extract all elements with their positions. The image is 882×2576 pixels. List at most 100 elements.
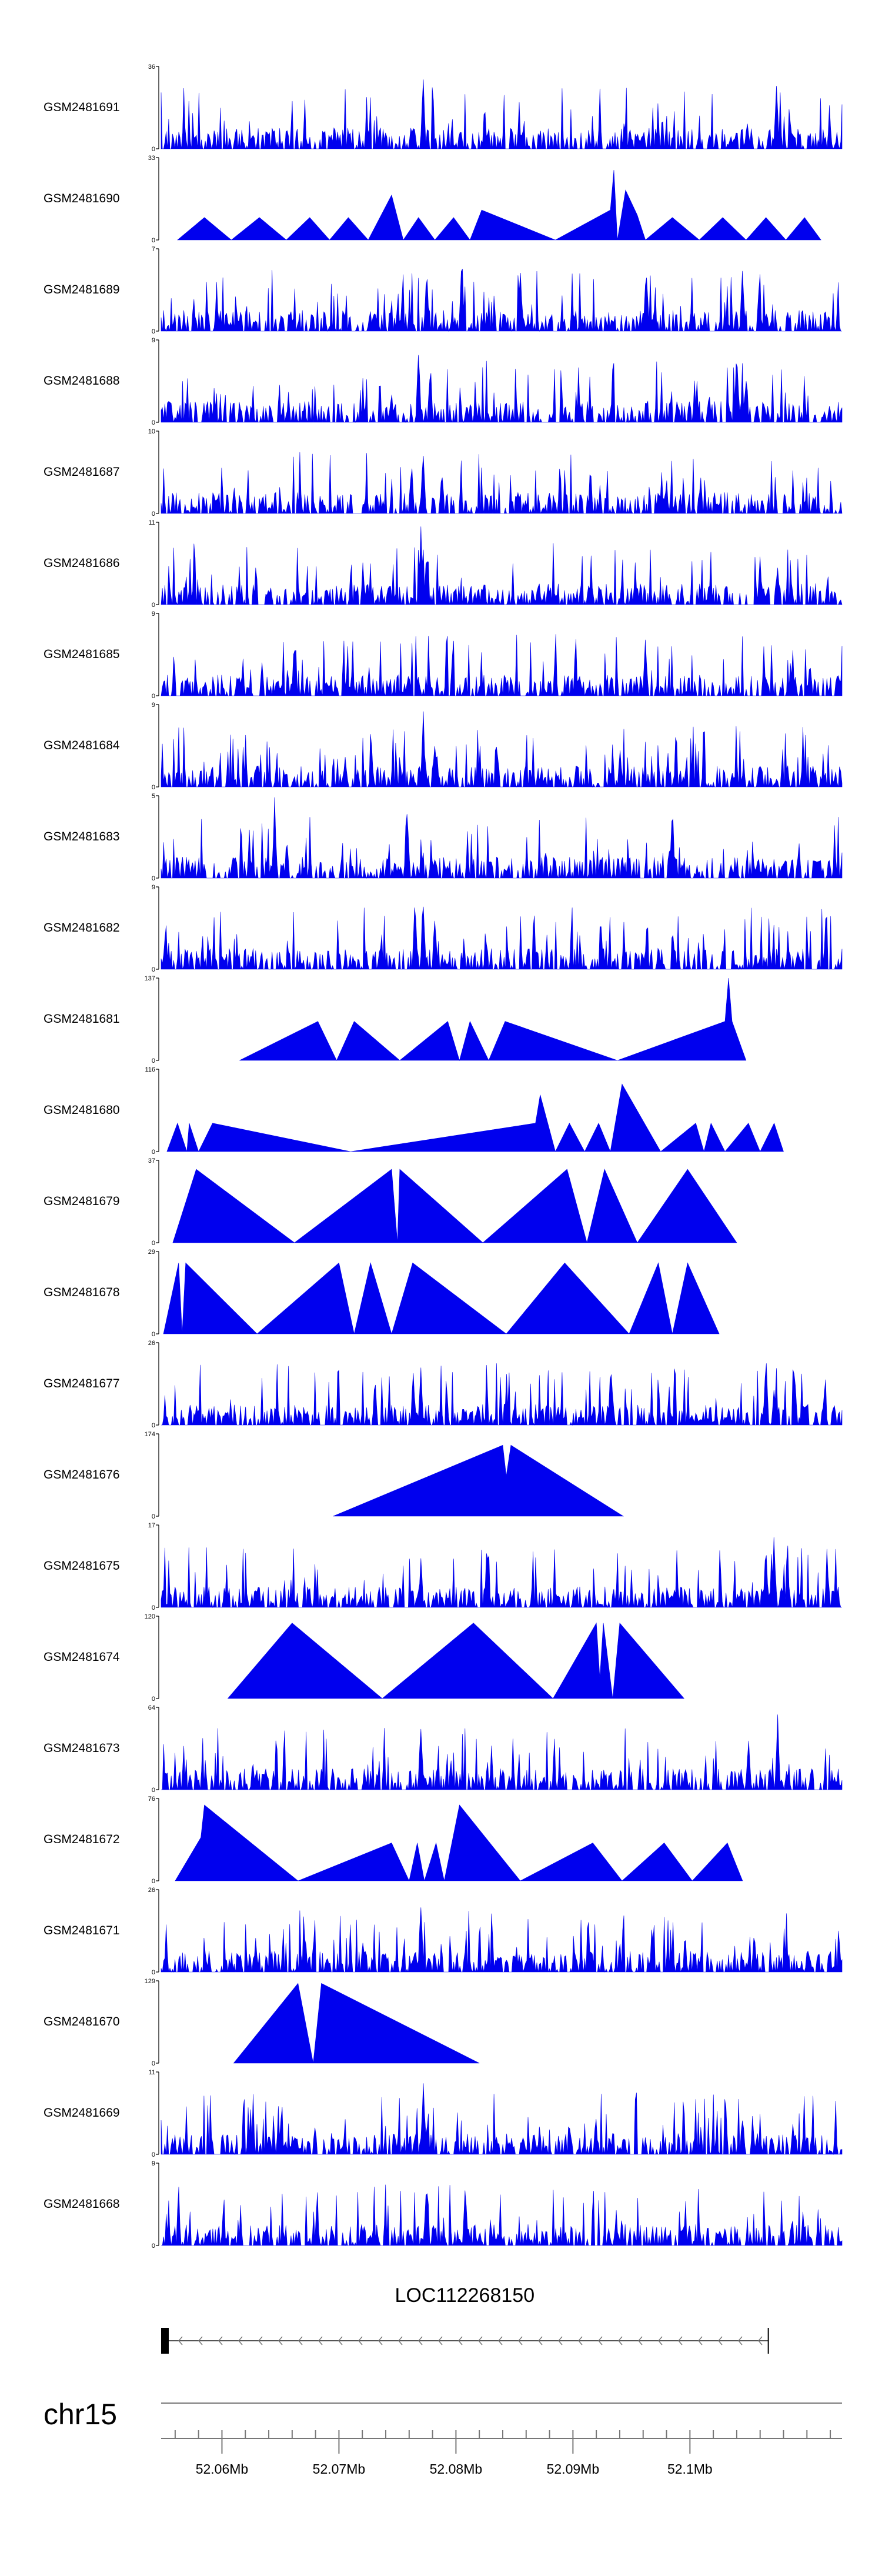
- track-GSM2481676: GSM2481676 174 0: [44, 1431, 624, 1520]
- signal-area: [161, 1907, 843, 1973]
- track-label: GSM2481677: [44, 1377, 120, 1390]
- y-tick-label-max: 11: [149, 2069, 155, 2076]
- y-tick-label-min: 0: [152, 237, 155, 244]
- track-GSM2481686: GSM2481686 11 0: [44, 519, 843, 609]
- y-tick-label-max: 129: [145, 1978, 155, 1985]
- track-label: GSM2481674: [44, 1650, 120, 1664]
- strand-chevron: [438, 2336, 443, 2345]
- track-label: GSM2481690: [44, 192, 120, 205]
- x-tick-label: 52.1Mb: [667, 2461, 713, 2477]
- strand-chevron: [238, 2336, 243, 2345]
- signal-area: [161, 711, 843, 788]
- track-label: GSM2481685: [44, 648, 120, 661]
- signal-area: [227, 1622, 685, 1699]
- y-tick-label-max: 26: [148, 1887, 155, 1894]
- track-label: GSM2481671: [44, 1924, 120, 1937]
- track-label: GSM2481676: [44, 1468, 120, 1481]
- track-label: GSM2481689: [44, 283, 120, 296]
- track-GSM2481670: GSM2481670 129 0: [44, 1978, 480, 2067]
- y-tick-label-max: 9: [152, 884, 155, 891]
- track-GSM2481678: GSM2481678 29 0: [44, 1249, 720, 1338]
- strand-chevron: [638, 2336, 643, 2345]
- y-tick-label-min: 0: [152, 1969, 155, 1976]
- track-GSM2481690: GSM2481690 33 0: [44, 155, 821, 244]
- chromosome-label: chr15: [44, 2398, 117, 2431]
- signal-area: [166, 1083, 784, 1153]
- strand-chevron: [618, 2336, 623, 2345]
- y-tick-label-max: 116: [145, 1066, 155, 1073]
- strand-chevron: [278, 2336, 283, 2345]
- track-GSM2481682: GSM2481682 9 0: [44, 884, 843, 973]
- y-tick-label-min: 0: [152, 328, 155, 335]
- track-GSM2481675: GSM2481675 17 0: [44, 1522, 842, 1611]
- strand-chevron: [758, 2336, 763, 2345]
- y-tick-label-max: 17: [148, 1522, 155, 1529]
- strand-chevron: [378, 2336, 383, 2345]
- signal-area: [163, 1262, 720, 1335]
- y-tick-label-max: 9: [152, 610, 155, 618]
- y-tick-label-max: 36: [148, 64, 155, 71]
- signal-area: [333, 1444, 624, 1517]
- signal-area: [161, 2083, 843, 2155]
- y-tick-label-min: 0: [152, 966, 155, 973]
- y-tick-label-min: 0: [152, 784, 155, 791]
- strand-chevron: [538, 2336, 543, 2345]
- track-label: GSM2481684: [44, 739, 120, 752]
- strand-chevron: [418, 2336, 423, 2345]
- y-tick-label-max: 9: [152, 337, 155, 344]
- y-tick-label-max: 10: [148, 428, 155, 435]
- gene-track: LOC112268150: [161, 2284, 769, 2354]
- gene-name-label: LOC112268150: [395, 2284, 535, 2307]
- y-tick-label-max: 37: [148, 1157, 155, 1164]
- y-tick-label-min: 0: [152, 510, 155, 518]
- strand-chevron: [658, 2336, 663, 2345]
- y-tick-label-max: 33: [148, 155, 155, 162]
- strand-chevron: [738, 2336, 743, 2345]
- signal-area: [161, 1363, 843, 1426]
- strand-chevron: [578, 2336, 583, 2345]
- track-GSM2481672: GSM2481672 76 0: [44, 1796, 743, 1885]
- y-tick-label-min: 0: [152, 1787, 155, 1794]
- x-tick-label: 52.07Mb: [313, 2461, 366, 2477]
- track-label: GSM2481688: [44, 374, 120, 388]
- track-label: GSM2481678: [44, 1286, 120, 1299]
- y-tick-label-max: 29: [148, 1249, 155, 1256]
- strand-chevron: [718, 2336, 723, 2345]
- y-tick-label-min: 0: [152, 2243, 155, 2250]
- signal-area: [172, 1169, 737, 1243]
- x-tick-label: 52.06Mb: [196, 2461, 249, 2477]
- strand-chevron: [258, 2336, 263, 2345]
- track-GSM2481674: GSM2481674 120 0: [44, 1613, 685, 1703]
- y-tick-label-max: 9: [152, 702, 155, 709]
- signal-area: [175, 1804, 743, 1881]
- track-GSM2481687: GSM2481687 10 0: [44, 428, 843, 518]
- y-tick-label-min: 0: [152, 2060, 155, 2067]
- y-tick-label-min: 0: [152, 1604, 155, 1611]
- track-label: GSM2481673: [44, 1741, 120, 1755]
- y-tick-label-min: 0: [152, 1878, 155, 1885]
- track-GSM2481691: GSM2481691 36 0: [44, 64, 843, 153]
- track-GSM2481671: GSM2481671 26 0: [44, 1887, 843, 1976]
- y-tick-label-max: 137: [145, 975, 155, 982]
- y-tick-label-max: 5: [152, 793, 155, 800]
- track-label: GSM2481675: [44, 1559, 120, 1573]
- track-label: GSM2481680: [44, 1103, 120, 1117]
- track-label: GSM2481691: [44, 101, 120, 114]
- y-tick-label-max: 7: [152, 246, 155, 253]
- strand-chevron: [338, 2336, 343, 2345]
- strand-chevron: [358, 2336, 363, 2345]
- track-GSM2481669: GSM2481669 11 0: [44, 2069, 843, 2158]
- signal-area: [161, 2184, 843, 2247]
- y-tick-label-min: 0: [152, 1240, 155, 1247]
- strand-chevron: [478, 2336, 483, 2345]
- signal-area: [161, 1714, 843, 1791]
- signal-area: [161, 269, 842, 332]
- y-tick-label-max: 174: [145, 1431, 155, 1438]
- y-tick-label-min: 0: [152, 146, 155, 153]
- y-tick-label-min: 0: [152, 875, 155, 882]
- y-tick-label-min: 0: [152, 419, 155, 426]
- track-GSM2481677: GSM2481677 26 0: [44, 1340, 843, 1429]
- strand-chevron: [398, 2336, 403, 2345]
- track-GSM2481681: GSM2481681 137 0: [44, 975, 747, 1065]
